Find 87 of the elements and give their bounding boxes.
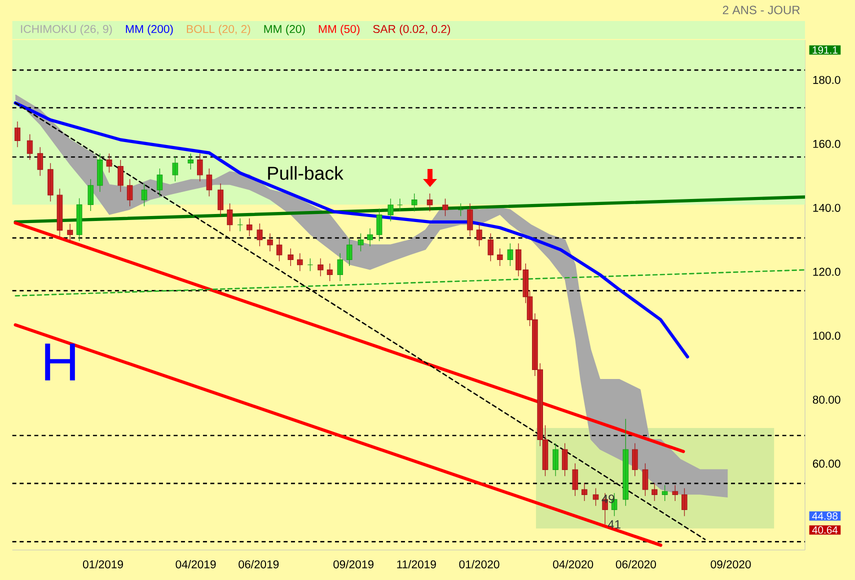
text: ICHIMOKU (26, 9) [21,24,112,36]
candlestick [326,263,333,282]
candlestick [97,153,103,192]
candlestick [337,252,344,282]
y-tick-label: 140.0 [813,204,840,212]
candlestick [476,223,482,247]
y-tick-label: 80.00 [812,396,840,404]
candlestick [141,183,148,207]
candlestick [496,248,503,266]
candlestick [126,178,133,207]
candlestick [88,178,94,212]
candlestick [56,188,63,237]
candlestick [188,153,194,170]
candlestick [572,463,578,496]
candlestick [237,218,244,232]
y-tick-label: 120.0 [813,268,840,276]
candlestick [276,238,282,262]
candlestick [426,193,433,212]
x-tick-label: 06/2019 [238,560,279,568]
candlestick [376,208,382,242]
y-tick-label: 60.00 [812,460,840,468]
x-tick-label: 04/2019 [176,560,216,568]
candlestick [467,203,473,237]
candlestick [672,484,678,502]
candlestick [267,233,273,252]
candlestick [442,198,448,217]
y-tick-label: 180.0 [813,76,840,84]
candlestick [14,121,20,148]
candlestick [172,156,178,182]
candlestick [256,223,263,247]
text: MM (20) [264,24,305,36]
candlestick [346,238,352,266]
x-tick-label: 01/2019 [82,560,123,568]
x-tick-label: 06/2020 [616,560,656,568]
candlestick [76,198,82,242]
candlestick [562,442,568,476]
candlestick [592,488,599,506]
text: MM (50) [318,24,360,36]
candlestick [458,203,464,217]
candlestick [197,153,203,182]
candlestick [106,153,112,174]
candlestick [118,160,124,192]
y-tick-label: 160.0 [813,140,840,148]
annotation: H [45,344,75,380]
candlestick [218,183,224,217]
candlestick [652,482,658,502]
candlestick [26,134,33,160]
candlestick [37,146,44,176]
candlestick [632,442,638,476]
text: 40.64 [812,526,838,534]
candlestick [288,248,294,266]
text: SAR (0.02, 0.2) [373,24,450,36]
x-tick-label: 04/2020 [553,560,594,568]
candlestick [206,168,212,197]
candlestick [246,218,252,237]
candlestick [622,418,629,506]
annotation: 41 [608,520,620,529]
candlestick [411,193,418,212]
x-tick-label: 09/2020 [710,560,751,568]
candlestick [507,243,514,266]
candlestick [67,224,73,242]
text: BOLL (20, 2) [186,24,250,36]
candlestick [488,233,494,262]
x-tick-label: 11/2019 [397,560,436,568]
candlestick [156,168,163,197]
text: MM (200) [126,24,173,36]
text: 44.98 [812,512,838,520]
x-tick-label: 01/2020 [459,560,500,568]
candlestick [396,198,403,212]
x-tick-label: 09/2019 [333,560,374,568]
candlestick [388,198,394,222]
annotation: Pull-back [268,166,344,180]
candlestick [48,162,54,202]
candlestick [226,203,233,232]
text: 191.1 [812,46,838,54]
candlestick [367,228,373,247]
candlestick [681,488,688,516]
candlestick [642,463,648,496]
y-tick-label: 100.0 [813,332,840,340]
candlestick [662,484,668,502]
candlestick [318,258,324,277]
chart-subtitle: 2 ANS - JOUR [722,6,800,14]
candlestick [552,442,558,476]
candlestick [582,482,588,502]
candlestick [358,233,364,252]
candlestick [296,252,303,272]
candlestick [307,258,314,272]
